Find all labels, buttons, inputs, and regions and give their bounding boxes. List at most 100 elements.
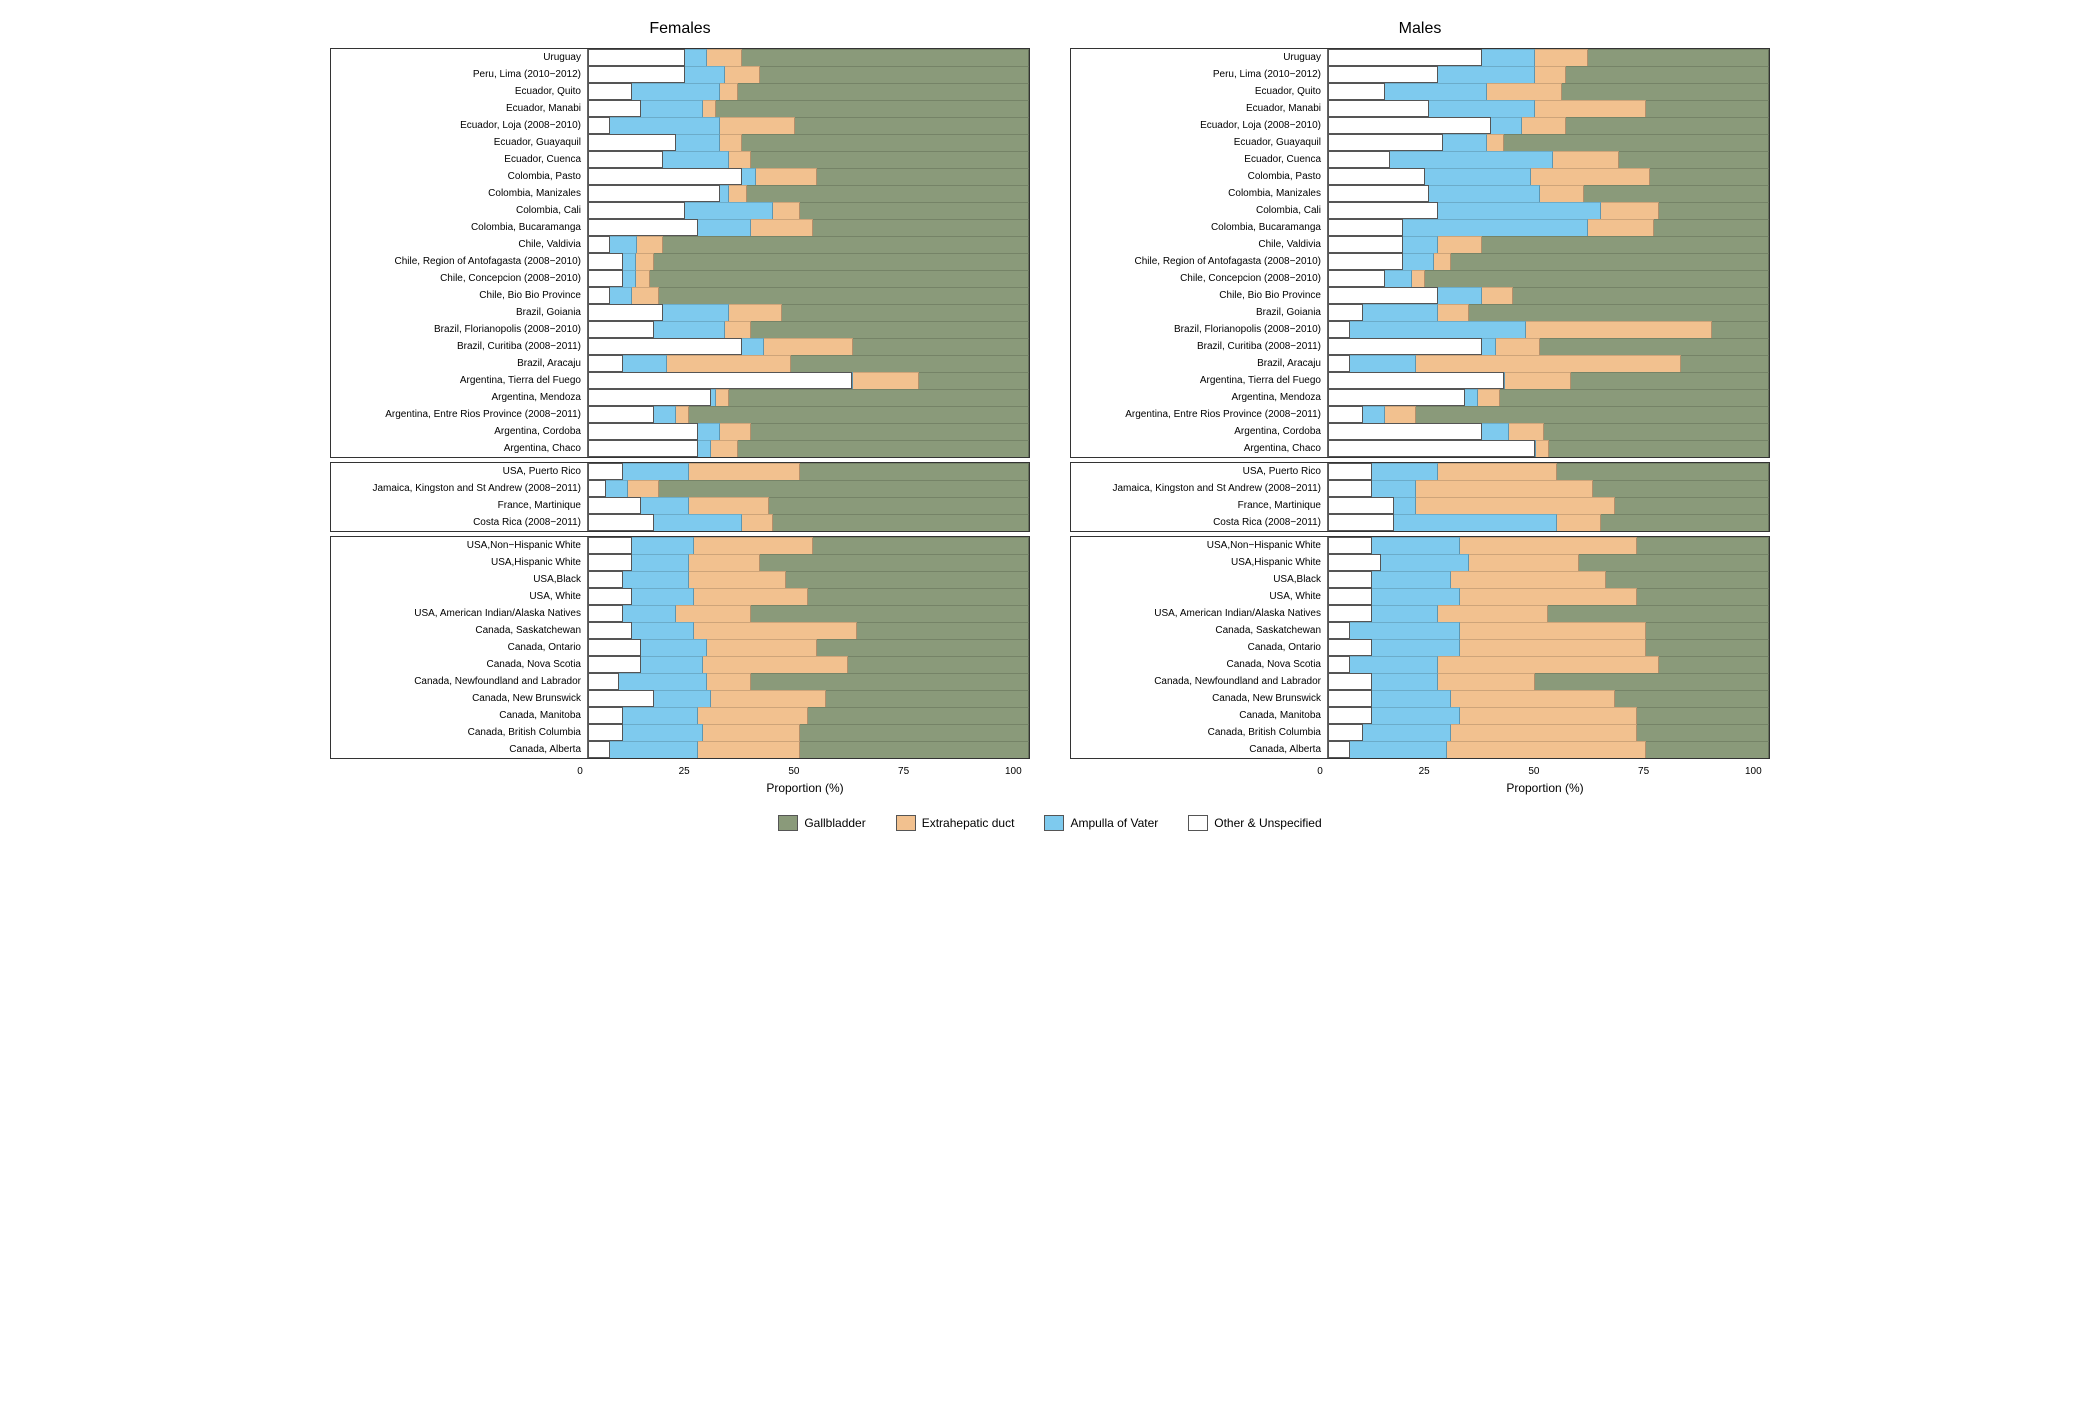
chart-row: Colombia, Cali: [1071, 202, 1769, 219]
bar-segment-gallbladder: [919, 372, 1029, 389]
legend-item: Ampulla of Vater: [1044, 815, 1158, 831]
bar-segment-extrahepatic: [1557, 514, 1601, 531]
bar-segment-extrahepatic: [703, 724, 800, 741]
bar-segment-ampulla: [654, 406, 676, 423]
bar-segment-other: [588, 554, 632, 571]
bar-area: [587, 588, 1029, 605]
bar-segment-extrahepatic: [703, 100, 716, 117]
bar-area: [1327, 66, 1769, 83]
chart-group: USA,Non−Hispanic WhiteUSA,Hispanic White…: [330, 536, 1030, 759]
bar-area: [587, 202, 1029, 219]
bar-area: [1327, 537, 1769, 554]
bar-segment-gallbladder: [747, 185, 1029, 202]
bar-segment-other: [1328, 151, 1390, 168]
bar-segment-extrahepatic: [1460, 707, 1636, 724]
chart-row: Canada, Alberta: [1071, 741, 1769, 758]
row-label: Ecuador, Cuenca: [331, 154, 587, 165]
legend-label: Gallbladder: [804, 816, 865, 830]
bar-segment-extrahepatic: [1522, 117, 1566, 134]
bar-segment-ampulla: [1372, 673, 1438, 690]
bar-segment-other: [588, 707, 623, 724]
bar-area: [587, 514, 1029, 531]
bar-segment-other: [1328, 185, 1429, 202]
bar-segment-other: [588, 49, 685, 66]
bar-area: [1327, 270, 1769, 287]
bar-segment-other: [588, 355, 623, 372]
bar-segment-ampulla: [632, 83, 720, 100]
chart-row: Chile, Valdivia: [1071, 236, 1769, 253]
bar-area: [587, 304, 1029, 321]
bar-segment-extrahepatic: [1540, 185, 1584, 202]
chart-row: Colombia, Pasto: [1071, 168, 1769, 185]
bar-segment-other: [1328, 253, 1403, 270]
bar-segment-ampulla: [641, 656, 703, 673]
bar-segment-ampulla: [1350, 622, 1460, 639]
bar-segment-extrahepatic: [698, 741, 799, 758]
row-label: USA, American Indian/Alaska Natives: [331, 608, 587, 619]
chart-row: Canada, Nova Scotia: [331, 656, 1029, 673]
chart-row: USA, Puerto Rico: [1071, 463, 1769, 480]
bar-segment-ampulla: [641, 639, 707, 656]
bar-segment-ampulla: [632, 554, 689, 571]
bar-segment-gallbladder: [729, 389, 1029, 406]
bar-segment-other: [1328, 117, 1491, 134]
bar-segment-other: [588, 588, 632, 605]
bar-segment-extrahepatic: [1416, 355, 1681, 372]
bar-area: [587, 134, 1029, 151]
chart-row: USA, American Indian/Alaska Natives: [331, 605, 1029, 622]
legend-label: Other & Unspecified: [1214, 816, 1321, 830]
bar-segment-other: [588, 463, 623, 480]
bar-segment-extrahepatic: [1509, 423, 1544, 440]
bar-segment-ampulla: [1372, 480, 1416, 497]
bar-segment-gallbladder: [800, 724, 1029, 741]
bar-segment-gallbladder: [817, 168, 1029, 185]
chart-row: Brazil, Goiania: [1071, 304, 1769, 321]
bar-segment-gallbladder: [742, 134, 1029, 151]
bar-segment-gallbladder: [751, 151, 1029, 168]
bar-segment-gallbladder: [791, 355, 1029, 372]
chart-group: USA, Puerto RicoJamaica, Kingston and St…: [1070, 462, 1770, 532]
bar-area: [1327, 253, 1769, 270]
bar-area: [587, 690, 1029, 707]
row-label: Argentina, Mendoza: [1071, 392, 1327, 403]
bar-segment-gallbladder: [1571, 372, 1769, 389]
bar-area: [1327, 185, 1769, 202]
row-label: Canada, Nova Scotia: [1071, 659, 1327, 670]
chart-row: Argentina, Mendoza: [331, 389, 1029, 406]
bar-segment-extrahepatic: [628, 480, 659, 497]
bar-segment-other: [1328, 588, 1372, 605]
bar-segment-gallbladder: [1588, 49, 1769, 66]
bar-segment-other: [588, 605, 623, 622]
row-label: Brazil, Aracaju: [1071, 358, 1327, 369]
bar-segment-ampulla: [1403, 236, 1438, 253]
bar-segment-ampulla: [1350, 355, 1416, 372]
chart-panel: FemalesUruguayPeru, Lima (2010−2012)Ecua…: [330, 20, 1030, 795]
bar-segment-ampulla: [1438, 287, 1482, 304]
bar-segment-gallbladder: [1637, 537, 1769, 554]
bar-segment-gallbladder: [782, 304, 1029, 321]
bar-segment-other: [1328, 338, 1482, 355]
row-label: Brazil, Florianopolis (2008−2010): [331, 324, 587, 335]
bar-segment-extrahepatic: [676, 605, 751, 622]
bar-segment-extrahepatic: [720, 134, 742, 151]
x-tick: 25: [679, 766, 690, 777]
bar-segment-gallbladder: [1562, 83, 1769, 100]
chart-row: Argentina, Cordoba: [331, 423, 1029, 440]
row-label: Ecuador, Loja (2008−2010): [1071, 120, 1327, 131]
chart-row: Uruguay: [331, 49, 1029, 66]
bar-area: [1327, 287, 1769, 304]
bar-area: [1327, 656, 1769, 673]
x-tick: 25: [1419, 766, 1430, 777]
chart-row: Argentina, Chaco: [331, 440, 1029, 457]
bar-segment-extrahepatic: [716, 389, 729, 406]
bar-segment-other: [588, 571, 623, 588]
chart-row: Uruguay: [1071, 49, 1769, 66]
bar-segment-extrahepatic: [1438, 236, 1482, 253]
bar-segment-ampulla: [685, 66, 725, 83]
bar-segment-ampulla: [1429, 185, 1539, 202]
bar-segment-extrahepatic: [1588, 219, 1654, 236]
bar-segment-other: [1328, 168, 1425, 185]
bar-segment-other: [1328, 497, 1394, 514]
bar-area: [587, 622, 1029, 639]
bar-segment-gallbladder: [760, 554, 1029, 571]
